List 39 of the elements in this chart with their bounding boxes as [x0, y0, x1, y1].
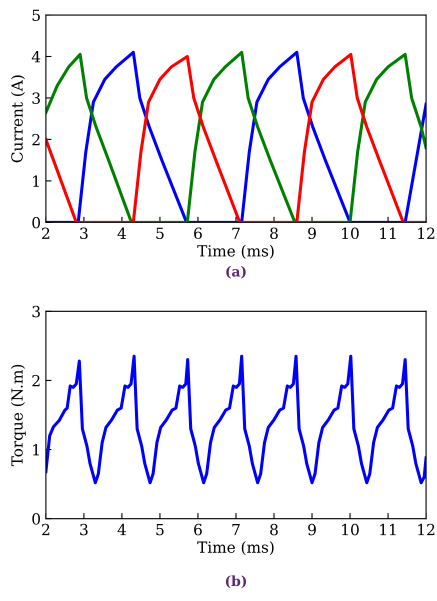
x-tick-label: 12: [418, 524, 434, 536]
y-tick-label: 4: [32, 50, 40, 62]
x-tick-label: 3: [80, 524, 88, 536]
y-axis-title: Current (A): [10, 75, 25, 162]
x-tick-label: 11: [380, 524, 396, 536]
y-tick-label: 5: [32, 10, 40, 22]
x-tick-label: 2: [42, 228, 50, 239]
x-tick-label: 8: [270, 228, 278, 240]
x-tick-label: 12: [418, 228, 434, 239]
y-tick-label: 2: [32, 134, 40, 146]
line-series: [46, 354, 426, 484]
x-tick-label: 5: [156, 228, 164, 240]
x-tick-label: 11: [380, 228, 396, 239]
y-tick-label: 1: [33, 444, 39, 456]
x-tick-label: 7: [232, 228, 240, 239]
y-tick-label: 3: [32, 306, 40, 318]
x-tick-label: 8: [270, 524, 278, 536]
x-tick-label: 6: [194, 228, 202, 240]
x-tick-label: 10: [342, 228, 359, 240]
x-axis-title: Time (ms): [197, 541, 274, 556]
x-tick-label: 5: [156, 524, 164, 536]
y-tick-label: 0: [32, 216, 40, 228]
x-tick-label: 9: [308, 524, 316, 536]
y-axis-title: Torque (N.m): [10, 364, 26, 466]
x-axis-title: Time (ms): [197, 244, 274, 259]
y-tick-label: 1: [33, 175, 39, 187]
text: (a): [226, 266, 246, 279]
x-tick-label: 3: [80, 228, 88, 240]
x-tick-label: 7: [232, 524, 240, 536]
x-tick-label: 4: [118, 524, 126, 536]
x-tick-label: 2: [42, 524, 50, 536]
y-tick-label: 2: [32, 374, 40, 386]
x-tick-label: 4: [118, 228, 126, 239]
x-tick-label: 10: [342, 524, 359, 536]
y-tick-label: 3: [32, 92, 40, 104]
text: (b): [226, 575, 246, 588]
x-tick-label: 9: [308, 228, 316, 240]
y-tick-label: 0: [32, 513, 40, 525]
x-tick-label: 6: [194, 524, 202, 536]
